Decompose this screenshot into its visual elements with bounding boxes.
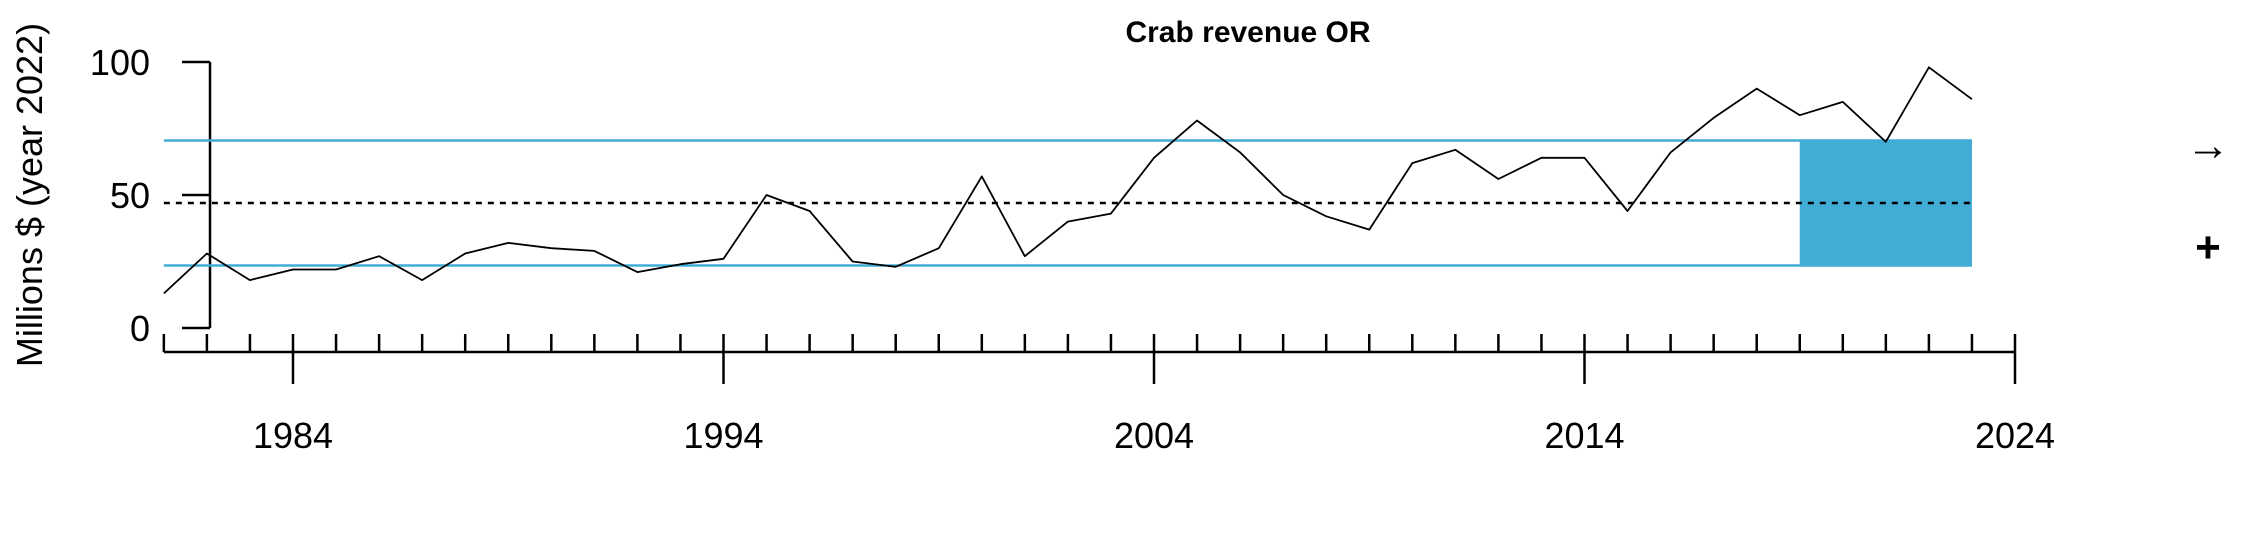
y-tick-label-100: 100 [90,42,150,83]
x-tick-label-2024: 2024 [1975,415,2055,456]
level-plus-symbol: + [2195,223,2221,272]
y-tick-label-0: 0 [130,308,150,349]
trend-arrow-symbol: → [2186,121,2230,170]
y-tick-label-50: 50 [110,175,150,216]
x-tick-label-2004: 2004 [1114,415,1194,456]
y-axis-label: Millions $ (year 2022) [9,23,50,367]
x-tick-label-1994: 1994 [683,415,763,456]
x-tick-label-2014: 2014 [1544,415,1624,456]
series-layer [163,66,1973,295]
x-tick-label-1984: 1984 [253,415,333,456]
chart-title: Crab revenue OR [1125,16,1370,49]
revenue-series-line [163,66,1973,295]
x-axis: 1984 1994 2004 2014 2024 [162,334,2055,456]
reference-lines [163,139,1972,267]
y-axis: 0 50 100 [90,42,212,349]
